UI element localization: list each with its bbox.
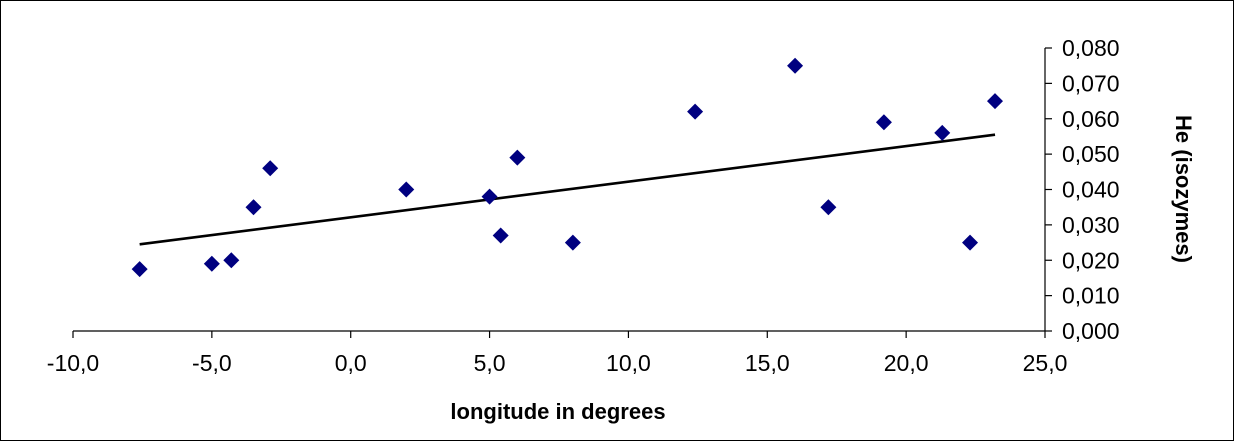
data-point <box>398 181 415 198</box>
data-point <box>492 227 509 244</box>
data-point <box>962 234 979 251</box>
data-point <box>262 160 279 177</box>
x-tick-label: -10,0 <box>47 350 99 376</box>
y-axis-title: He (isozymes) <box>1171 115 1196 263</box>
y-tick-label: 0,040 <box>1062 177 1120 203</box>
y-tick-label: 0,020 <box>1062 247 1120 273</box>
y-tick-label: 0,080 <box>1062 35 1120 61</box>
data-point <box>934 124 951 141</box>
data-point <box>564 234 581 251</box>
data-point <box>509 149 526 166</box>
data-points <box>131 57 1004 278</box>
y-tick-label: 0,060 <box>1062 106 1120 132</box>
y-tick-label: 0,030 <box>1062 212 1120 238</box>
data-point <box>223 252 240 269</box>
data-point <box>787 57 804 74</box>
x-tick-label: -5,0 <box>192 350 232 376</box>
x-tick-label: 5,0 <box>474 350 506 376</box>
y-tick-label: 0,010 <box>1062 283 1120 309</box>
data-point <box>687 103 704 120</box>
data-point <box>875 114 892 131</box>
data-point <box>131 261 148 278</box>
data-point <box>820 199 837 216</box>
x-tick-label: 0,0 <box>335 350 367 376</box>
x-tick-label: 25,0 <box>1023 350 1068 376</box>
data-point <box>987 93 1004 110</box>
y-axis-ticks: 0,000 0,010 0,020 0,030 0,040 0,050 0,060 0,070… <box>1045 35 1120 344</box>
y-tick-label: 0,050 <box>1062 141 1120 167</box>
x-tick-label: 15,0 <box>745 350 790 376</box>
x-axis-title: longitude in degrees <box>450 399 665 424</box>
data-point <box>203 255 220 272</box>
data-point <box>481 188 498 205</box>
y-tick-label: 0,070 <box>1062 70 1120 96</box>
data-point <box>245 199 262 216</box>
trendline <box>139 133 996 246</box>
x-axis-ticks: -10,0 -5,0 0,0 5,0 10,0 15,0 20,0 25,0 <box>47 331 1068 376</box>
y-tick-label: 0,000 <box>1062 318 1120 344</box>
x-tick-label: 20,0 <box>884 350 929 376</box>
x-tick-label: 10,0 <box>606 350 651 376</box>
